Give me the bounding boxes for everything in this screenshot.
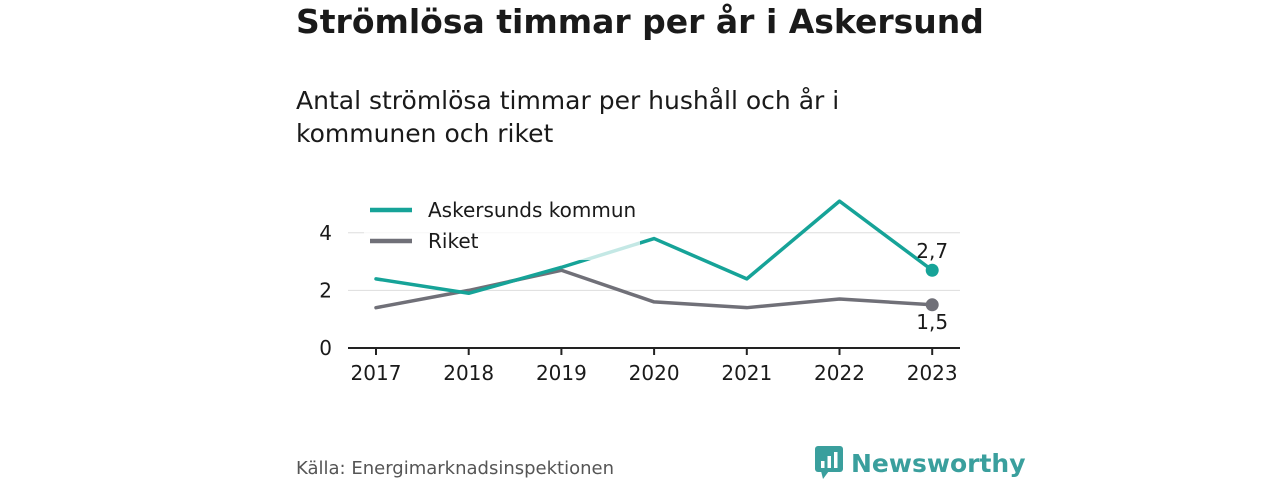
legend-label-askersund: Askersunds kommun [428, 198, 636, 222]
newsworthy-logo: Newsworthy [815, 446, 1026, 480]
data-label-riket: 1,5 [916, 310, 948, 334]
riket-line [374, 268, 934, 310]
y-tick-label: 0 [319, 336, 332, 360]
x-tick-label: 2023 [907, 361, 958, 385]
x-tick-label: 2019 [536, 361, 587, 385]
y-tick-label: 4 [319, 221, 332, 245]
chart-title: Strömlösa timmar per år i Askersund [296, 2, 984, 41]
riket-end-point [925, 298, 939, 312]
legend-label-riket: Riket [428, 229, 479, 253]
x-tick-label: 2017 [351, 361, 402, 385]
newsworthy-icon [815, 446, 843, 479]
brand-name: Newsworthy [851, 448, 1026, 478]
x-tick-label: 2022 [814, 361, 865, 385]
data-label-askersund: 2,7 [916, 239, 948, 263]
askersund-end-point [925, 263, 939, 277]
x-tick-label: 2018 [443, 361, 494, 385]
x-tick-label: 2020 [629, 361, 680, 385]
chart-subtitle: Antal strömlösa timmar per hushåll och å… [296, 86, 840, 148]
y-tick-label: 2 [319, 278, 332, 302]
source-note: Källa: Energimarknadsinspektionen [296, 458, 615, 479]
x-tick-label: 2021 [721, 361, 772, 385]
askersund-line [374, 199, 934, 296]
